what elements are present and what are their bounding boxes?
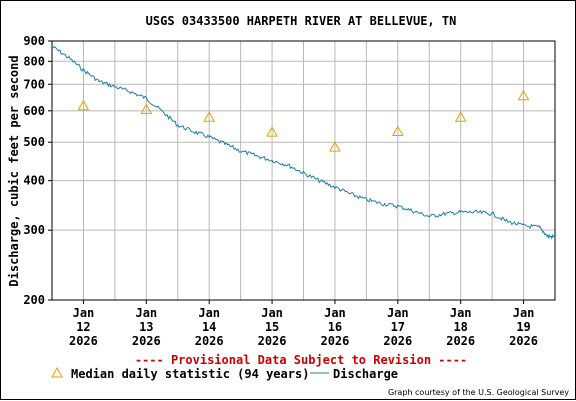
x-tick-label: Jan bbox=[261, 306, 283, 320]
median-marker bbox=[203, 111, 216, 122]
x-tick-label: Jan bbox=[198, 306, 220, 320]
median-marker bbox=[266, 126, 278, 137]
y-axis-ticks: 200 300 400 500 600 700 800 900 bbox=[23, 34, 52, 307]
x-tick-label: Jan bbox=[324, 306, 346, 320]
y-tick-label: 200 bbox=[23, 293, 45, 307]
median-marker bbox=[454, 111, 467, 122]
y-tick-label: 800 bbox=[23, 54, 45, 68]
median-marker bbox=[329, 141, 341, 152]
provisional-note: ---- Provisional Data Subject to Revisio… bbox=[135, 353, 467, 367]
x-tick-label: 14 bbox=[202, 320, 216, 334]
x-tick-label: Jan bbox=[450, 306, 472, 320]
x-tick-label: 2026 bbox=[195, 334, 224, 348]
grid bbox=[52, 40, 555, 301]
credit-text: Graph courtesy of the U.S. Geological Su… bbox=[388, 388, 569, 397]
x-tick-label: 13 bbox=[139, 320, 153, 334]
x-tick-label: 2026 bbox=[509, 334, 538, 348]
legend: Median daily statistic (94 years) Dischar… bbox=[51, 366, 398, 381]
x-tick-label: 19 bbox=[516, 320, 530, 334]
y-axis-label: Discharge, cubic feet per second bbox=[7, 55, 21, 286]
x-tick-label: 2026 bbox=[132, 334, 161, 348]
x-tick-label: 17 bbox=[391, 320, 405, 334]
x-tick-label: 2026 bbox=[320, 334, 349, 348]
legend-discharge-label: Discharge bbox=[333, 367, 398, 381]
x-tick-label: Jan bbox=[513, 306, 535, 320]
median-marker bbox=[517, 89, 530, 101]
x-axis-ticks: Jan122026Jan132026Jan142026Jan152026Jan1… bbox=[69, 300, 538, 348]
x-tick-label: 16 bbox=[328, 320, 342, 334]
median-marker bbox=[391, 125, 404, 137]
x-tick-label: 2026 bbox=[446, 334, 475, 348]
x-tick-label: 2026 bbox=[69, 334, 98, 348]
y-tick-label: 400 bbox=[23, 174, 45, 188]
median-marker bbox=[140, 103, 153, 114]
x-tick-label: 15 bbox=[265, 320, 279, 334]
y-tick-label: 300 bbox=[23, 223, 45, 237]
x-tick-label: 12 bbox=[76, 320, 90, 334]
x-tick-label: 2026 bbox=[258, 334, 287, 348]
x-tick-label: 18 bbox=[453, 320, 467, 334]
legend-median-label: Median daily statistic (94 years) bbox=[71, 367, 309, 381]
series-layer bbox=[51, 45, 556, 240]
plot-area-border bbox=[51, 40, 556, 301]
discharge-line bbox=[51, 45, 556, 240]
y-tick-label: 700 bbox=[23, 77, 45, 91]
y-tick-label: 500 bbox=[23, 135, 45, 149]
chart-title: USGS 03433500 HARPETH RIVER AT BELLEVUE,… bbox=[146, 14, 457, 28]
x-tick-label: Jan bbox=[387, 306, 409, 320]
legend-median-marker bbox=[51, 366, 63, 378]
y-tick-label: 600 bbox=[23, 104, 45, 118]
y-tick-label: 900 bbox=[23, 34, 45, 48]
x-tick-label: 2026 bbox=[383, 334, 412, 348]
median-marker bbox=[77, 99, 90, 111]
x-tick-label: Jan bbox=[135, 306, 157, 320]
x-tick-label: Jan bbox=[73, 306, 95, 320]
